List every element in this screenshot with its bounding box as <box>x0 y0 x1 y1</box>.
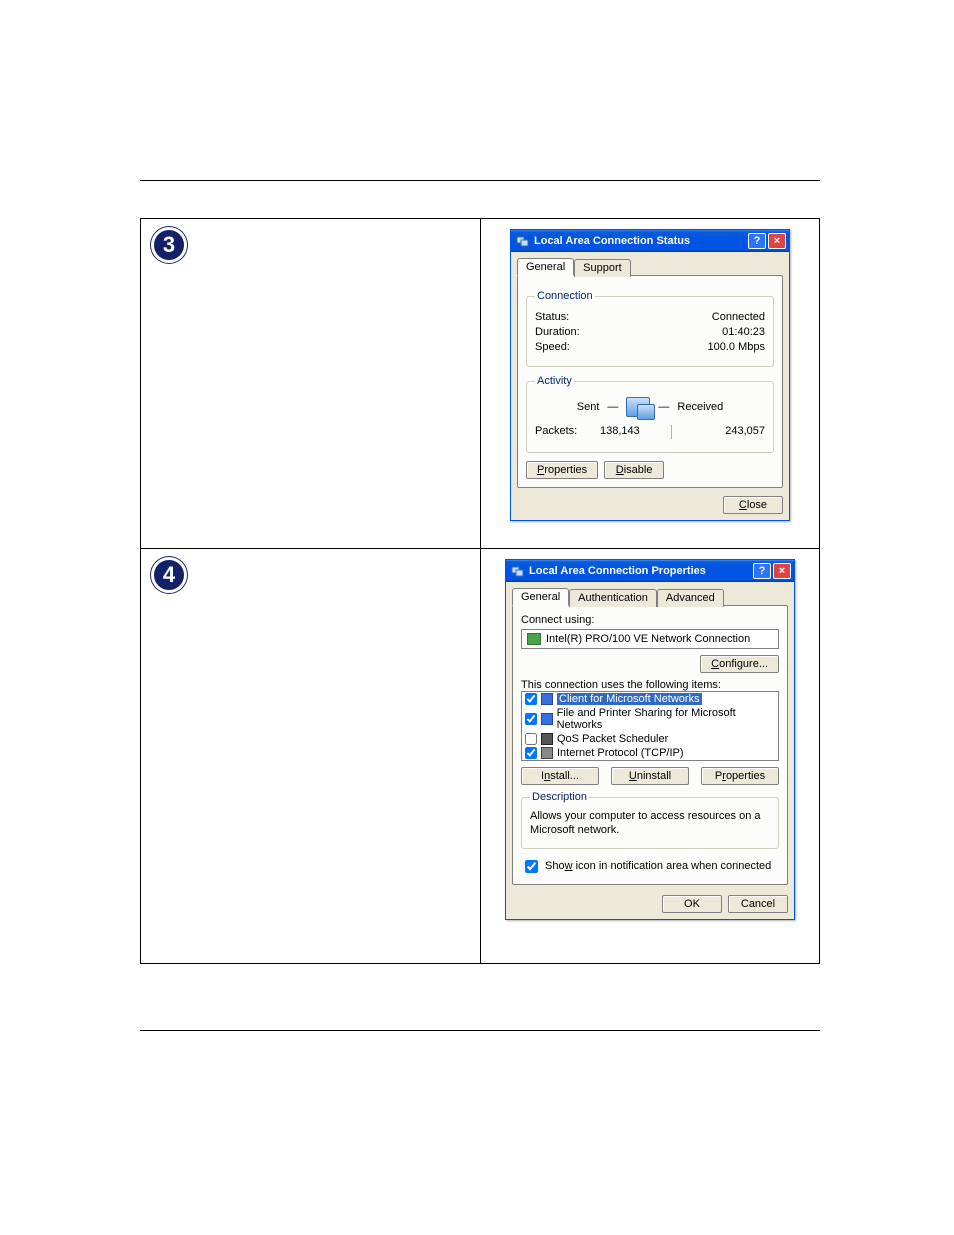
received-label: Received <box>677 401 723 413</box>
props-footer-buttons: OK Cancel <box>512 895 788 913</box>
connection-legend: Connection <box>535 290 595 302</box>
items-label: This connection uses the following items… <box>521 679 779 691</box>
status-footer-buttons: Close <box>517 496 783 514</box>
list-item[interactable]: Internet Protocol (TCP/IP) <box>522 746 778 760</box>
lan-props-panel: Connect using: Intel(R) PRO/100 VE Netwo… <box>512 605 788 885</box>
packets-received: 243,057 <box>680 425 765 439</box>
duration-label: Duration: <box>535 326 580 338</box>
tab-general[interactable]: General <box>512 588 569 606</box>
properties-button[interactable]: Properties <box>526 461 598 479</box>
item-label: File and Printer Sharing for Microsoft N… <box>557 707 775 731</box>
status-action-buttons: Properties Disable <box>526 461 774 479</box>
step-row-4: 4 Local Area Connection Properties ? × <box>141 549 819 963</box>
description-legend: Description <box>530 791 589 803</box>
sent-label: Sent <box>577 401 600 413</box>
item-checkbox[interactable] <box>525 747 537 759</box>
lan-status-title: Local Area Connection Status <box>534 235 746 247</box>
tab-advanced[interactable]: Advanced <box>657 589 724 607</box>
list-item[interactable]: Client for Microsoft Networks <box>522 692 778 706</box>
tcpip-icon <box>541 747 553 759</box>
description-text: Allows your computer to access resources… <box>530 809 770 838</box>
item-checkbox[interactable] <box>525 693 537 705</box>
lan-status-tabstrip: General Support <box>517 258 783 276</box>
lan-props-titlebar[interactable]: Local Area Connection Properties ? × <box>506 560 794 582</box>
step-4-left-cell: 4 <box>141 549 481 963</box>
item-checkbox[interactable] <box>525 733 537 745</box>
network-icon <box>516 234 530 248</box>
adapter-name: Intel(R) PRO/100 VE Network Connection <box>546 633 750 645</box>
help-button[interactable]: ? <box>753 563 771 579</box>
lan-status-titlebar[interactable]: Local Area Connection Status ? × <box>511 230 789 252</box>
dash-right: — <box>658 401 669 413</box>
activity-group: Activity Sent — — Received Packets: <box>526 375 774 453</box>
lan-props-body: General Authentication Advanced Connect … <box>506 582 794 919</box>
configure-row: Configure... <box>521 655 779 673</box>
lan-status-body: General Support Connection Status:Connec… <box>511 252 789 520</box>
list-item[interactable]: File and Printer Sharing for Microsoft N… <box>522 706 778 732</box>
client-icon <box>541 693 553 705</box>
configure-button[interactable]: Configure... <box>700 655 779 673</box>
show-icon-checkbox[interactable] <box>525 860 538 873</box>
lan-properties-dialog: Local Area Connection Properties ? × Gen… <box>505 559 795 920</box>
components-listbox[interactable]: Client for Microsoft Networks File and P… <box>521 691 779 761</box>
lan-status-panel: Connection Status: Connected Duration: 01:… <box>517 275 783 488</box>
item-label: Internet Protocol (TCP/IP) <box>557 747 684 759</box>
uninstall-button[interactable]: Uninstall <box>611 767 689 785</box>
show-icon-label: Show icon in notification area when conn… <box>545 860 771 872</box>
tab-support[interactable]: Support <box>574 259 631 277</box>
header-rule <box>140 180 820 181</box>
dash-left: — <box>607 401 618 413</box>
item-label: QoS Packet Scheduler <box>557 733 668 745</box>
item-properties-button[interactable]: Properties <box>701 767 779 785</box>
share-icon <box>541 713 553 725</box>
close-button[interactable]: Close <box>723 496 783 514</box>
tab-authentication[interactable]: Authentication <box>569 589 657 607</box>
nic-icon <box>527 633 541 645</box>
status-value: Connected <box>712 311 765 323</box>
status-label: Status: <box>535 311 569 323</box>
description-group: Description Allows your computer to acce… <box>521 791 779 849</box>
step-4-right-cell: Local Area Connection Properties ? × Gen… <box>481 549 819 963</box>
disable-button[interactable]: Disable <box>604 461 664 479</box>
show-icon-row: Show icon in notification area when conn… <box>521 857 779 876</box>
speed-value: 100.0 Mbps <box>708 341 765 353</box>
close-x-button[interactable]: × <box>768 233 786 249</box>
item-buttons-row: Install... Uninstall Properties <box>521 767 779 785</box>
steps-table: 3 Local Area Connection Status ? × Gene <box>140 218 820 964</box>
list-item[interactable]: QoS Packet Scheduler <box>522 732 778 746</box>
step-row-3: 3 Local Area Connection Status ? × Gene <box>141 219 819 549</box>
packets-divider <box>671 425 672 439</box>
item-label: Client for Microsoft Networks <box>557 693 702 705</box>
network-icon <box>511 564 525 578</box>
help-button[interactable]: ? <box>748 233 766 249</box>
step-3-left-cell: 3 <box>141 219 481 548</box>
ok-button[interactable]: OK <box>662 895 722 913</box>
connection-group: Connection Status: Connected Duration: 01:… <box>526 290 774 367</box>
close-x-button[interactable]: × <box>773 563 791 579</box>
activity-legend: Activity <box>535 375 574 387</box>
footer-rule <box>140 1030 820 1031</box>
packets-sent: 138,143 <box>577 425 662 439</box>
cancel-button[interactable]: Cancel <box>728 895 788 913</box>
adapter-box: Intel(R) PRO/100 VE Network Connection <box>521 629 779 649</box>
tab-general[interactable]: General <box>517 258 574 276</box>
documentation-page: 3 Local Area Connection Status ? × Gene <box>0 0 954 1235</box>
lan-props-tabstrip: General Authentication Advanced <box>512 588 788 606</box>
item-checkbox[interactable] <box>525 713 537 725</box>
step-3-right-cell: Local Area Connection Status ? × General… <box>481 219 819 548</box>
step-4-badge: 4 <box>151 557 187 593</box>
install-button[interactable]: Install... <box>521 767 599 785</box>
connect-using-label: Connect using: <box>521 614 779 626</box>
qos-icon <box>541 733 553 745</box>
activity-icon <box>626 397 650 417</box>
speed-label: Speed: <box>535 341 570 353</box>
lan-props-title: Local Area Connection Properties <box>529 565 751 577</box>
packets-label: Packets: <box>535 425 577 439</box>
lan-status-dialog: Local Area Connection Status ? × General… <box>510 229 790 521</box>
duration-value: 01:40:23 <box>722 326 765 338</box>
step-3-badge: 3 <box>151 227 187 263</box>
